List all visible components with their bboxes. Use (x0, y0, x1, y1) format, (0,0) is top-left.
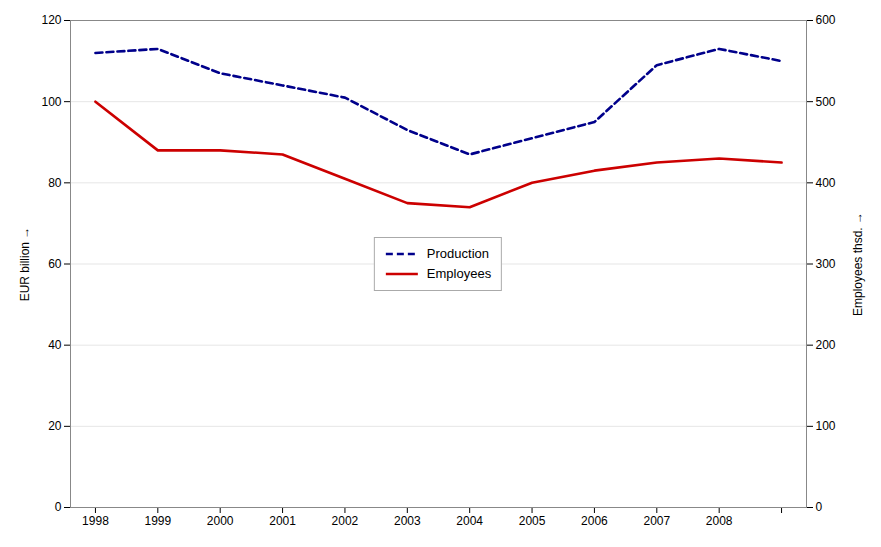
svg-text:2005: 2005 (519, 514, 546, 528)
svg-text:60: 60 (48, 257, 62, 271)
svg-text:1999: 1999 (144, 514, 171, 528)
svg-text:2002: 2002 (332, 514, 359, 528)
svg-text:40: 40 (48, 338, 62, 352)
svg-text:EUR billion →: EUR billion → (18, 227, 32, 302)
svg-text:300: 300 (816, 257, 836, 271)
svg-text:500: 500 (816, 95, 836, 109)
svg-text:2008: 2008 (706, 514, 733, 528)
html-text:Employees: Employees (426, 265, 492, 281)
svg-text:80: 80 (48, 176, 62, 190)
svg-text:100: 100 (816, 419, 836, 433)
svg-text:2007: 2007 (643, 514, 670, 528)
svg-text:600: 600 (816, 13, 836, 27)
svg-text:1998: 1998 (82, 514, 109, 528)
svg-text:0: 0 (55, 500, 62, 514)
svg-text:2006: 2006 (581, 514, 608, 528)
html-text:Production: Production (426, 245, 489, 261)
svg-text:2003: 2003 (394, 514, 421, 528)
svg-text:2004: 2004 (456, 514, 483, 528)
svg-text:200: 200 (816, 338, 836, 352)
svg-text:400: 400 (816, 176, 836, 190)
svg-text:2000: 2000 (207, 514, 234, 528)
svg-text:2001: 2001 (269, 514, 296, 528)
svg-text:0: 0 (816, 500, 823, 514)
svg-text:120: 120 (41, 13, 61, 27)
svg-text:100: 100 (41, 95, 61, 109)
svg-text:Employees thsd. →: Employees thsd. → (851, 212, 865, 316)
svg-text:20: 20 (48, 419, 62, 433)
